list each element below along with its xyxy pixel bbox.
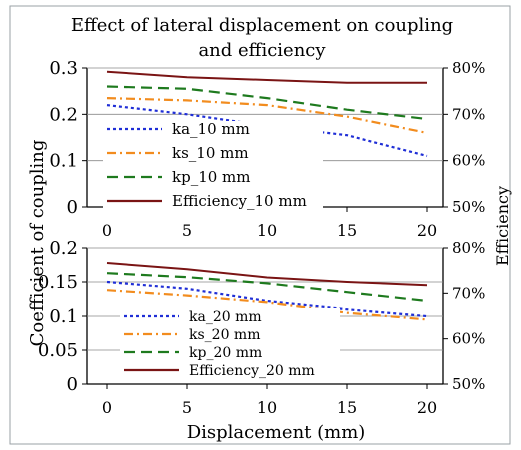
y-left-tick-label: 0.1 bbox=[49, 306, 78, 327]
x-tick-label: 10 bbox=[257, 221, 277, 240]
y-right-tick-label: 80% bbox=[452, 59, 485, 77]
y-left-tick-label: 0.1 bbox=[49, 151, 78, 172]
x-tick-label: 0 bbox=[102, 221, 112, 240]
y-right-tick-label: 70% bbox=[452, 284, 485, 302]
y-left-tick-label: 0.15 bbox=[38, 272, 78, 293]
y-right-tick-label: 70% bbox=[452, 105, 485, 123]
chart-title-line2: and efficiency bbox=[198, 40, 326, 61]
legend-label: kp_10 mm bbox=[172, 168, 251, 186]
x-tick-label: 10 bbox=[257, 398, 277, 417]
legend-label: ks_10 mm bbox=[172, 144, 249, 162]
y-left-tick-label: 0.3 bbox=[49, 58, 78, 79]
x-tick-label: 20 bbox=[417, 221, 437, 240]
legend-label: Efficiency_20 mm bbox=[189, 363, 315, 379]
legend-entry-bg bbox=[120, 308, 340, 324]
y-right-tick-label: 50% bbox=[452, 198, 485, 216]
legend-entry-bg bbox=[103, 169, 323, 191]
y-right-tick-label: 60% bbox=[452, 152, 485, 170]
x-tick-label: 5 bbox=[182, 398, 192, 417]
y-axis-left-label: Coefficient of coupling bbox=[27, 140, 48, 347]
x-tick-label: 15 bbox=[337, 221, 357, 240]
bottom-panel-20mm: 0 0.05 0.1 0.15 0.2 50% 60% 70% 80% 0 5 10 15 20 ka_20… bbox=[38, 238, 485, 417]
y-right-tick-label: 60% bbox=[452, 330, 485, 348]
y-left-tick-label: 0.2 bbox=[49, 104, 78, 125]
x-tick-label: 5 bbox=[182, 221, 192, 240]
chart-title-line1: Effect of lateral displacement on coupli… bbox=[71, 15, 453, 36]
legend-label: ks_20 mm bbox=[189, 327, 260, 343]
y-axis-right-label: Efficiency bbox=[493, 186, 512, 266]
y-right-tick-label: 50% bbox=[452, 375, 485, 393]
x-axis-label: Displacement (mm) bbox=[187, 422, 366, 443]
y-left-tick-label: 0.2 bbox=[49, 238, 78, 259]
legend-entry-bg bbox=[103, 121, 323, 143]
legend-label: ka_20 mm bbox=[189, 309, 262, 325]
legend-entry-bg bbox=[103, 193, 323, 215]
y-left-tick-label: 0 bbox=[67, 374, 78, 395]
chart-frame bbox=[9, 5, 511, 445]
legend-entry-bg bbox=[120, 326, 340, 342]
legend-label: ka_10 mm bbox=[172, 120, 250, 138]
legend-label: Efficiency_10 mm bbox=[172, 192, 307, 210]
x-tick-label: 20 bbox=[417, 398, 437, 417]
y-left-tick-label: 0.05 bbox=[38, 340, 78, 361]
legend-entry-bg bbox=[120, 344, 340, 360]
x-tick-label: 0 bbox=[102, 398, 112, 417]
legend-entry-bg bbox=[120, 362, 340, 378]
x-tick-label: 15 bbox=[337, 398, 357, 417]
y-right-tick-label: 80% bbox=[452, 239, 485, 257]
legend-label: kp_20 mm bbox=[189, 345, 262, 361]
y-left-tick-label: 0 bbox=[67, 197, 78, 218]
top-panel-10mm: 0 0.1 0.2 0.3 50% 60% 70% 80% 0 5 10 15 20 ka_10 mm ks… bbox=[49, 58, 485, 240]
legend-entry-bg bbox=[103, 145, 323, 167]
